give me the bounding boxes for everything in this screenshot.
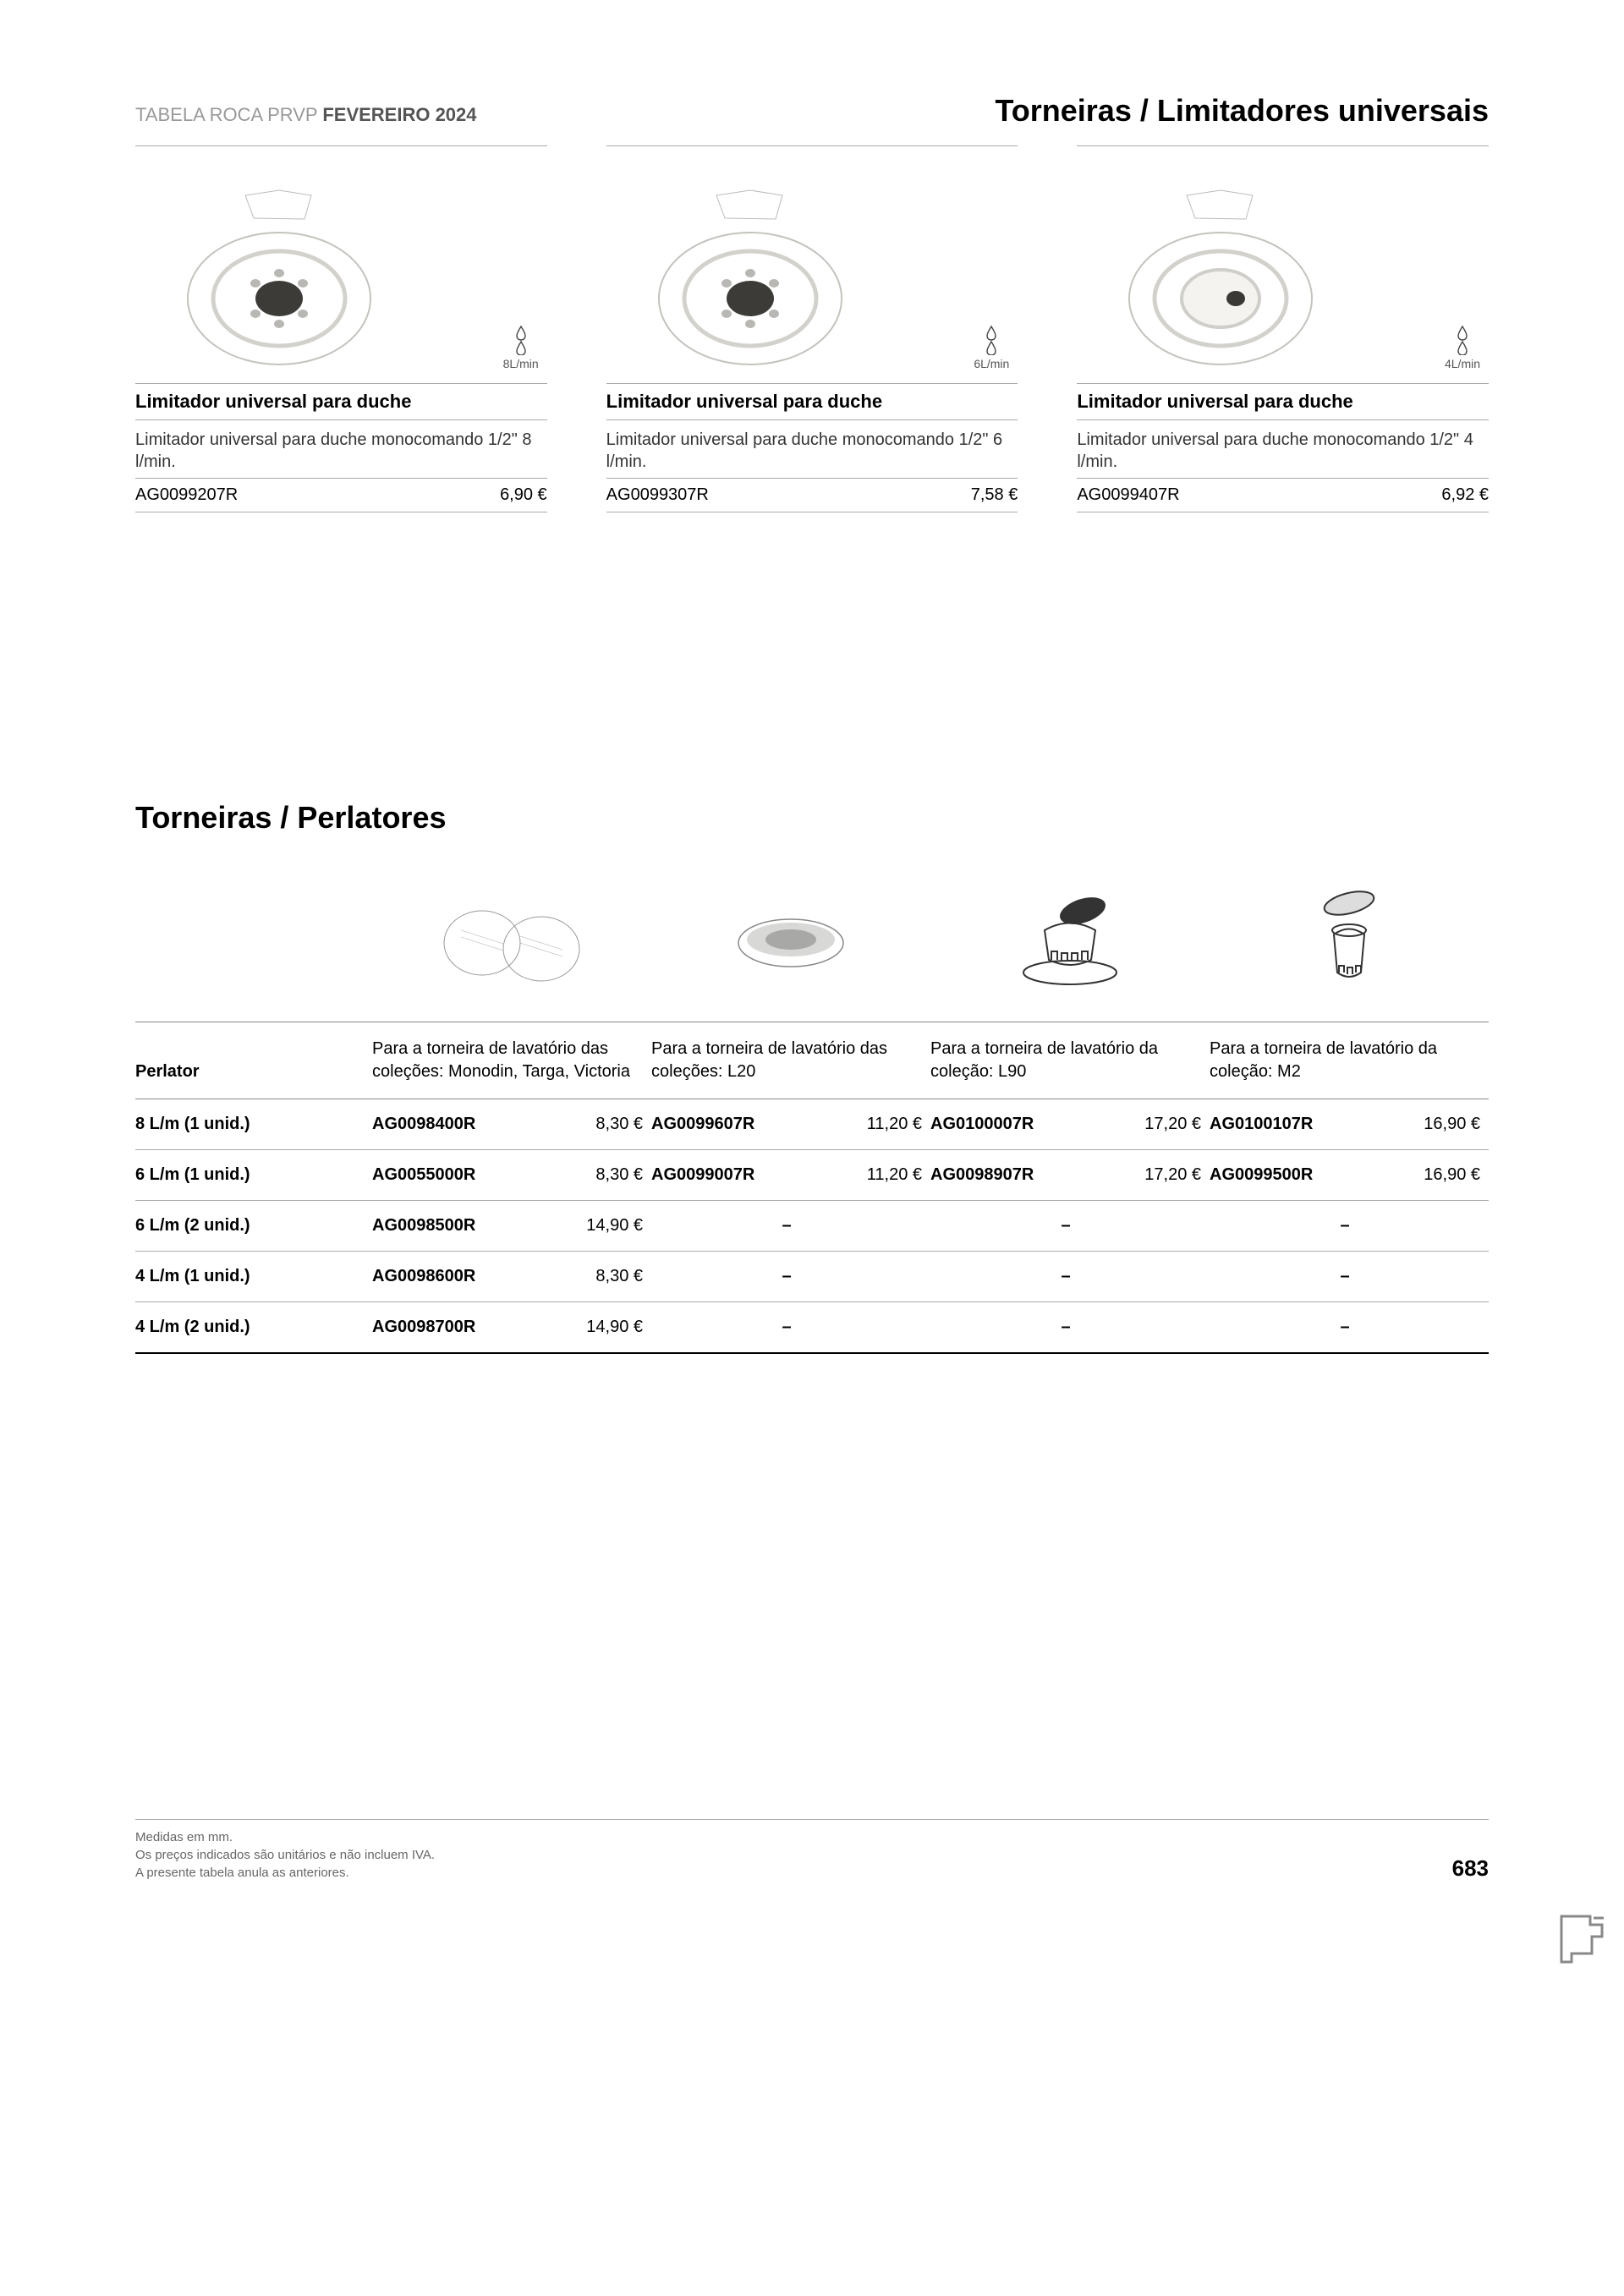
product-card: 8L/min Limitador universal para duche Li… xyxy=(135,145,547,512)
cell-ref: AG0098700R xyxy=(372,1318,475,1337)
footer-line: A presente tabela anula as anteriores. xyxy=(135,1864,435,1882)
footer-line: Medidas em mm. xyxy=(135,1828,435,1846)
product-title: Limitador universal para duche xyxy=(135,383,547,420)
table-cell: AG0098600R 8,30 € xyxy=(372,1252,651,1302)
cell-price: 11,20 € xyxy=(863,1165,922,1185)
product-description: Limitador universal para duche monocoman… xyxy=(135,420,547,478)
cell-price: 8,30 € xyxy=(584,1267,643,1286)
page-number: 683 xyxy=(1452,1855,1489,1882)
category-title: Torneiras / Limitadores universais xyxy=(995,93,1489,129)
table-cell: AG0098700R 14,90 € xyxy=(372,1302,651,1354)
table-cell: – xyxy=(1210,1252,1489,1302)
table-row-label: 4 L/m (2 unid.) xyxy=(135,1302,372,1354)
flow-rate-icon: 6L/min xyxy=(974,325,1009,370)
page-footer: Medidas em mm. Os preços indicados são u… xyxy=(135,1819,1489,1882)
cell-price: 14,90 € xyxy=(584,1216,643,1236)
flow-rate-icon: 8L/min xyxy=(503,325,539,370)
table-row-label: 6 L/m (2 unid.) xyxy=(135,1201,372,1252)
doc-prefix: TABELA ROCA PRVP xyxy=(135,104,322,125)
perlator-image xyxy=(1011,892,1129,994)
flow-rate-label: 8L/min xyxy=(503,357,539,370)
cell-ref: AG0098500R xyxy=(372,1216,475,1236)
table-cell: AG0055000R 8,30 € xyxy=(372,1150,651,1201)
product-price: 6,92 € xyxy=(1441,485,1489,505)
table-cell: AG0098500R 14,90 € xyxy=(372,1201,651,1252)
table-cell: – xyxy=(930,1302,1210,1354)
footer-line: Os preços indicados são unitários e não … xyxy=(135,1846,435,1864)
product-ref: AG0099307R xyxy=(606,485,709,505)
product-ref: AG0099207R xyxy=(135,485,238,505)
product-image xyxy=(1111,189,1330,375)
table-cell: – xyxy=(1210,1302,1489,1354)
product-card: 6L/min Limitador universal para duche Li… xyxy=(606,145,1018,512)
table-cell: AG0100107R 16,90 € xyxy=(1210,1099,1489,1150)
table-cell: – xyxy=(651,1302,930,1354)
cell-ref: AG0100107R xyxy=(1210,1115,1313,1134)
flow-rate-icon: 4L/min xyxy=(1445,325,1480,370)
cell-ref: AG0099607R xyxy=(651,1115,754,1134)
perlator-table: Perlator Para a torneira de lavatório da… xyxy=(135,869,1489,1354)
table-cell: – xyxy=(1210,1201,1489,1252)
product-price: 6,90 € xyxy=(500,485,547,505)
perlator-image xyxy=(436,896,588,989)
cell-price: 14,90 € xyxy=(584,1318,643,1337)
product-title: Limitador universal para duche xyxy=(606,383,1018,420)
cell-price: 17,20 € xyxy=(1142,1115,1201,1134)
cell-ref: AG0055000R xyxy=(372,1165,475,1185)
table-cell: – xyxy=(651,1252,930,1302)
cell-ref: AG0098400R xyxy=(372,1115,475,1134)
flow-rate-label: 6L/min xyxy=(974,357,1009,370)
table-row-header: Perlator xyxy=(135,1022,372,1099)
table-row-label: 6 L/m (1 unid.) xyxy=(135,1150,372,1201)
flow-rate-label: 4L/min xyxy=(1445,357,1480,370)
cell-ref: AG0098600R xyxy=(372,1267,475,1286)
product-grid: 8L/min Limitador universal para duche Li… xyxy=(135,145,1489,512)
product-price: 7,58 € xyxy=(971,485,1018,505)
cell-ref: AG0098907R xyxy=(930,1165,1034,1185)
table-cell: – xyxy=(930,1201,1210,1252)
cell-price: 16,90 € xyxy=(1421,1165,1480,1185)
cell-price: 17,20 € xyxy=(1142,1165,1201,1185)
product-card: 4L/min Limitador universal para duche Li… xyxy=(1077,145,1489,512)
table-col-header: Para a torneira de lavatório das coleçõe… xyxy=(372,1022,651,1099)
table-cell: AG0099500R 16,90 € xyxy=(1210,1150,1489,1201)
cell-ref: AG0100007R xyxy=(930,1115,1034,1134)
section-title: Torneiras / Perlatores xyxy=(135,800,1489,836)
product-description: Limitador universal para duche monocoman… xyxy=(606,420,1018,478)
product-title: Limitador universal para duche xyxy=(1077,383,1489,420)
cell-price: 16,90 € xyxy=(1421,1115,1480,1134)
doc-period: FEVEREIRO 2024 xyxy=(322,104,476,125)
table-col-header: Para a torneira de lavatório da coleção:… xyxy=(930,1022,1210,1099)
table-row-label: 8 L/m (1 unid.) xyxy=(135,1099,372,1150)
faucet-tab-icon xyxy=(1556,1911,1607,1975)
document-title: TABELA ROCA PRVP FEVEREIRO 2024 xyxy=(135,104,477,126)
product-description: Limitador universal para duche monocoman… xyxy=(1077,420,1489,478)
cell-ref: AG0099007R xyxy=(651,1165,754,1185)
perlator-image xyxy=(732,909,850,977)
table-cell: AG0100007R 17,20 € xyxy=(930,1099,1210,1150)
cell-price: 8,30 € xyxy=(584,1165,643,1185)
table-cell: AG0098907R 17,20 € xyxy=(930,1150,1210,1201)
cell-price: 11,20 € xyxy=(863,1115,922,1134)
product-ref: AG0099407R xyxy=(1077,485,1179,505)
product-image xyxy=(169,189,389,375)
table-col-header: Para a torneira de lavatório da coleção:… xyxy=(1210,1022,1489,1099)
table-cell: – xyxy=(930,1252,1210,1302)
table-row-label: 4 L/m (1 unid.) xyxy=(135,1252,372,1302)
cell-price: 8,30 € xyxy=(584,1115,643,1134)
perlator-image xyxy=(1298,888,1400,998)
table-cell: AG0098400R 8,30 € xyxy=(372,1099,651,1150)
cell-ref: AG0099500R xyxy=(1210,1165,1313,1185)
table-cell: – xyxy=(651,1201,930,1252)
page-header: TABELA ROCA PRVP FEVEREIRO 2024 Torneira… xyxy=(135,93,1489,129)
table-col-header: Para a torneira de lavatório das coleçõe… xyxy=(651,1022,930,1099)
table-cell: AG0099607R 11,20 € xyxy=(651,1099,930,1150)
product-image xyxy=(640,189,860,375)
table-cell: AG0099007R 11,20 € xyxy=(651,1150,930,1201)
